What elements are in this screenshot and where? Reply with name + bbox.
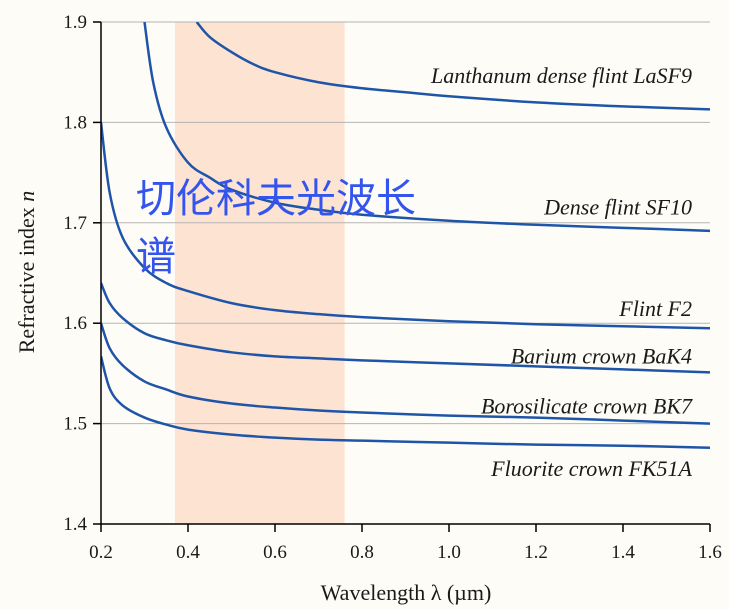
y-axis-title: Refractive index n — [14, 191, 39, 354]
series-label: Borosilicate crown BK7 — [481, 394, 693, 419]
axes — [100, 22, 710, 525]
series-line — [143, 22, 710, 233]
ticks: 1.4 1.5 1.6 1.7 1.8 1.9 0.2 0.4 0.6 0.8 1.0 1.2 1.4 1… — [63, 12, 722, 563]
series-label: Flint F2 — [618, 296, 692, 321]
horizontal-gridlines — [101, 21, 710, 425]
x-tick-label: 1.4 — [611, 542, 635, 563]
overlay-caption-line2: 谱 — [136, 234, 176, 280]
y-tick-label: 1.9 — [63, 12, 87, 33]
y-axis-title-text: Refractive index — [14, 202, 39, 354]
series-label: Fluorite crown FK51A — [490, 456, 692, 481]
x-tick-label: 0.2 — [89, 542, 113, 563]
series-label: Dense flint SF10 — [543, 195, 692, 220]
y-tick-label: 1.4 — [63, 514, 87, 535]
y-tick-label: 1.7 — [63, 213, 87, 234]
x-tick-label: 0.8 — [350, 542, 374, 563]
series-label: Barium crown BaK4 — [511, 343, 692, 368]
y-tick-label: 1.5 — [63, 414, 87, 435]
x-tick-label: 1.6 — [698, 542, 722, 563]
y-tick-label: 1.6 — [63, 313, 87, 334]
x-axis-title: Wavelength λ (µm) — [321, 580, 492, 605]
series-lines — [101, 22, 710, 449]
x-tick-label: 1.2 — [524, 542, 548, 563]
y-axis-title-variable: n — [14, 191, 39, 202]
visible-band-rect — [174, 22, 345, 524]
y-tick-label: 1.8 — [63, 112, 87, 133]
x-tick-label: 0.6 — [263, 542, 287, 563]
series-line — [101, 282, 710, 374]
series-line — [101, 122, 710, 330]
series-labels: Lanthanum dense flint LaSF9 Dense flint S… — [430, 63, 693, 481]
series-line — [101, 356, 710, 449]
x-tick-label: 1.0 — [437, 542, 461, 563]
overlay-caption-line1: 切伦科夫光波长 — [136, 176, 416, 222]
series-line — [101, 322, 710, 425]
x-tick-label: 0.4 — [176, 542, 200, 563]
series-line — [195, 22, 710, 111]
visible-spectrum-band — [174, 22, 345, 524]
series-label: Lanthanum dense flint LaSF9 — [430, 63, 692, 88]
